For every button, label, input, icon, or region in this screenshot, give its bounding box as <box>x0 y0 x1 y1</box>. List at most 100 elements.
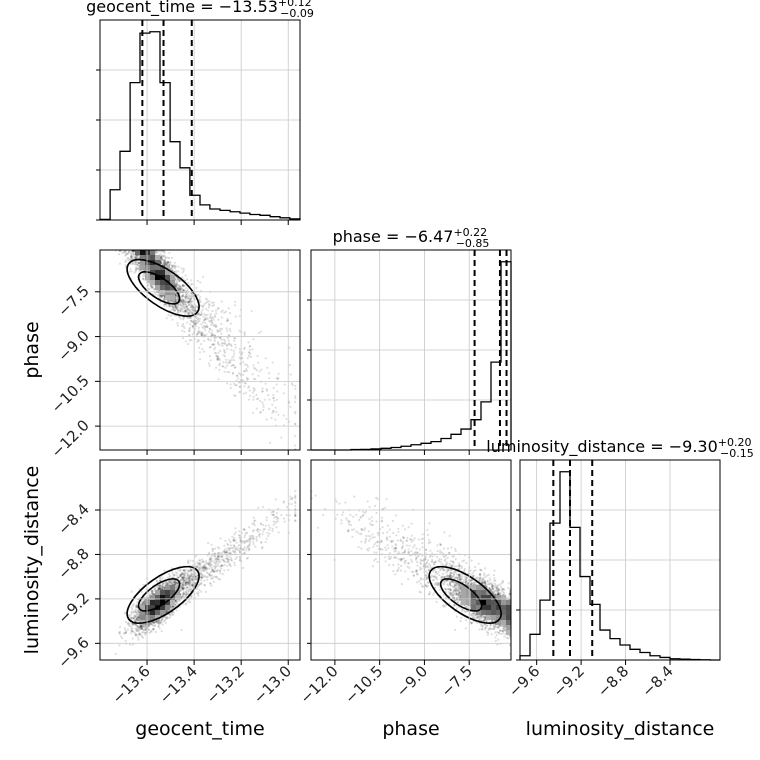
density-cell <box>150 275 155 280</box>
scatter-point <box>160 255 163 258</box>
scatter-point <box>175 286 178 289</box>
scatter-point <box>181 576 184 579</box>
scatter-point <box>183 284 186 287</box>
scatter-point <box>268 398 271 401</box>
scatter-point <box>175 293 178 296</box>
scatter-point <box>220 558 224 561</box>
density-cell <box>150 250 155 255</box>
scatter-point <box>131 251 134 254</box>
scatter-point <box>160 619 163 622</box>
scatter-point <box>190 320 193 323</box>
scatter-point <box>137 261 140 265</box>
scatter-point <box>223 348 226 351</box>
scatter-point <box>179 596 182 599</box>
scatter-point <box>141 602 145 605</box>
scatter-point <box>177 265 180 268</box>
scatter-point <box>168 581 171 584</box>
scatter-point <box>201 568 204 572</box>
scatter-point <box>234 384 237 387</box>
scatter-point <box>186 300 189 303</box>
scatter-point <box>201 333 204 336</box>
scatter-point <box>168 251 171 254</box>
scatter-point <box>161 577 164 580</box>
scatter-point <box>147 284 150 287</box>
scatter-point <box>162 263 165 266</box>
scatter-point <box>179 568 182 571</box>
scatter-point <box>130 612 133 615</box>
scatter-point <box>187 308 190 311</box>
scatter-point <box>180 267 183 270</box>
scatter-point <box>190 577 193 581</box>
scatter-point <box>170 308 173 311</box>
scatter-point <box>208 564 211 567</box>
scatter-point <box>133 631 136 634</box>
scatter-point <box>253 366 256 370</box>
scatter-point <box>163 261 166 264</box>
scatter-point <box>200 311 203 314</box>
scatter-point <box>210 332 213 335</box>
scatter-point <box>257 506 260 509</box>
scatter-point <box>274 515 277 518</box>
scatter-point <box>273 516 276 519</box>
scatter-point <box>162 261 166 264</box>
scatter-point <box>253 519 256 523</box>
scatter-point <box>114 652 117 656</box>
scatter-point <box>197 564 200 567</box>
scatter-point <box>200 313 203 316</box>
scatter-point <box>215 355 218 358</box>
scatter-point <box>183 299 186 302</box>
scatter-point <box>137 261 140 264</box>
scatter-point <box>178 599 181 602</box>
scatter-point <box>226 329 229 332</box>
scatter-point <box>180 287 183 290</box>
scatter-point <box>205 301 208 304</box>
scatter-point <box>197 592 200 595</box>
density-cell <box>140 255 145 260</box>
scatter-point <box>189 283 192 286</box>
scatter-point <box>154 293 157 296</box>
scatter-point <box>223 370 226 373</box>
scatter-point <box>184 309 187 313</box>
scatter-point <box>212 334 215 337</box>
scatter-point <box>191 564 194 567</box>
scatter-point <box>233 352 236 355</box>
scatter-point <box>138 628 141 631</box>
scatter-point <box>203 570 206 573</box>
scatter-point <box>220 342 223 345</box>
scatter-point <box>220 564 223 567</box>
scatter-point <box>185 295 188 298</box>
scatter-point <box>150 286 153 289</box>
scatter-point <box>181 294 184 297</box>
scatter-point <box>227 361 230 365</box>
scatter-point <box>166 261 169 264</box>
scatter-point <box>218 357 221 360</box>
scatter-point <box>173 309 176 312</box>
scatter-point <box>176 296 179 299</box>
scatter-point <box>182 586 185 590</box>
scatter-point <box>164 258 167 262</box>
scatter-point <box>200 332 204 335</box>
scatter-point <box>189 323 192 326</box>
scatter-point <box>206 578 209 581</box>
scatter-point <box>127 259 130 262</box>
scatter-point <box>171 265 174 268</box>
scatter-point <box>155 579 158 583</box>
scatter-point <box>179 574 182 577</box>
scatter-point <box>245 378 249 381</box>
scatter-point <box>218 359 221 362</box>
scatter-point <box>179 288 182 291</box>
scatter-point <box>176 277 179 280</box>
scatter-point <box>190 297 193 300</box>
scatter-point <box>195 316 198 319</box>
scatter-point <box>140 626 143 629</box>
scatter-point <box>272 513 275 517</box>
scatter-point <box>156 294 159 297</box>
scatter-point <box>188 333 191 337</box>
scatter-point <box>190 319 193 322</box>
scatter-point <box>173 305 176 308</box>
scatter-point <box>204 307 208 311</box>
scatter-point <box>185 310 188 313</box>
scatter-point <box>238 385 241 388</box>
scatter-point <box>254 519 257 522</box>
scatter-point <box>277 376 280 379</box>
